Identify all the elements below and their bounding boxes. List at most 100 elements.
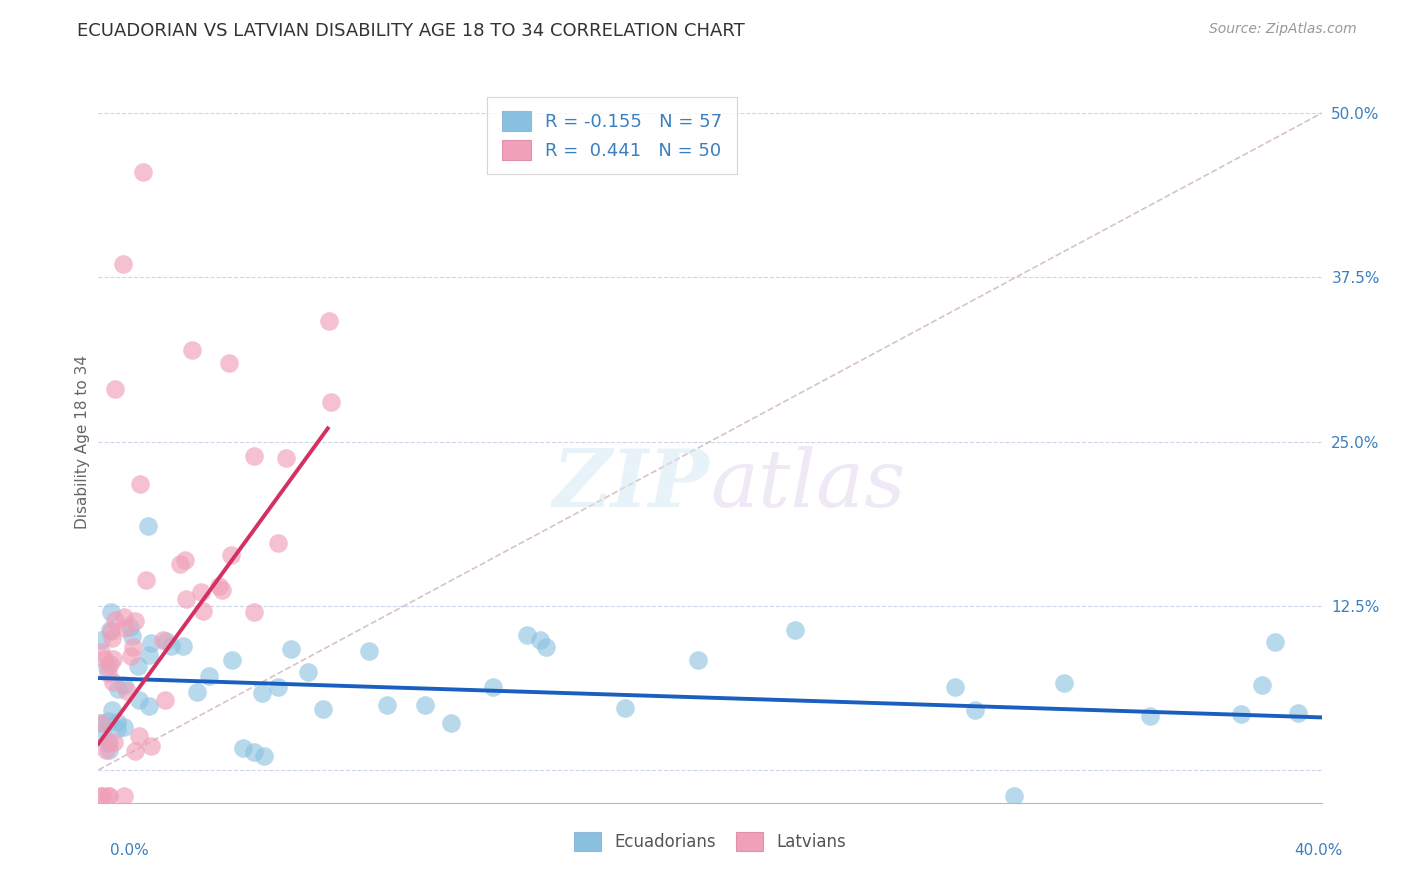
Legend: Ecuadorians, Latvians: Ecuadorians, Latvians — [567, 824, 853, 860]
Point — [1139, 708, 1161, 723]
Point — [90, 715, 112, 730]
Point — [93, 652, 115, 666]
Text: atlas: atlas — [710, 446, 905, 524]
Point — [98, 735, 121, 749]
Point — [135, 573, 157, 587]
Point — [267, 536, 290, 550]
Point — [90, 789, 112, 804]
Point — [242, 745, 264, 759]
Point — [481, 680, 503, 694]
Point — [180, 343, 202, 357]
Point — [100, 702, 122, 716]
Point — [101, 652, 124, 666]
Point — [280, 642, 302, 657]
Point — [169, 558, 191, 572]
Point — [218, 356, 240, 370]
Point — [128, 693, 150, 707]
Point — [153, 693, 176, 707]
Point — [104, 613, 127, 627]
Point — [965, 703, 987, 717]
Point — [104, 382, 127, 396]
Point — [97, 736, 120, 750]
Point — [138, 648, 160, 662]
Point — [112, 610, 135, 624]
Point — [97, 789, 120, 804]
Point — [129, 476, 152, 491]
Point — [100, 605, 122, 619]
Point — [114, 621, 136, 635]
Point — [357, 644, 380, 658]
Point — [375, 698, 398, 713]
Point — [688, 653, 710, 667]
Point — [186, 685, 208, 699]
Point — [232, 741, 254, 756]
Point — [250, 686, 273, 700]
Point — [297, 665, 319, 680]
Point — [103, 735, 125, 749]
Point — [90, 632, 112, 647]
Point — [112, 721, 135, 735]
Text: 40.0%: 40.0% — [1295, 843, 1343, 858]
Point — [100, 657, 122, 672]
Point — [139, 636, 162, 650]
Point — [174, 592, 197, 607]
Point — [98, 624, 121, 638]
Point — [440, 716, 463, 731]
Point — [1052, 675, 1074, 690]
Point — [112, 789, 135, 804]
Point — [243, 450, 266, 464]
Point — [516, 628, 538, 642]
Point — [112, 257, 135, 271]
Point — [193, 605, 215, 619]
Point — [267, 680, 290, 694]
Point — [160, 640, 183, 654]
Point — [155, 634, 177, 648]
Text: Source: ZipAtlas.com: Source: ZipAtlas.com — [1209, 22, 1357, 37]
Point — [138, 699, 160, 714]
Point — [97, 714, 120, 729]
Point — [190, 584, 212, 599]
Point — [529, 633, 551, 648]
Point — [198, 669, 221, 683]
Point — [127, 658, 149, 673]
Y-axis label: Disability Age 18 to 34: Disability Age 18 to 34 — [75, 354, 90, 529]
Point — [312, 702, 335, 716]
Point — [253, 749, 276, 764]
Point — [219, 548, 242, 562]
Point — [90, 645, 112, 659]
Point — [1230, 706, 1253, 721]
Point — [208, 579, 231, 593]
Point — [128, 730, 150, 744]
Point — [1251, 678, 1274, 692]
Point — [1264, 635, 1286, 649]
Point — [98, 743, 121, 757]
Point — [96, 660, 118, 674]
Point — [115, 683, 138, 698]
Point — [121, 630, 143, 644]
Point — [124, 614, 146, 628]
Point — [413, 698, 436, 712]
Point — [90, 725, 112, 739]
Point — [318, 314, 340, 328]
Text: 0.0%: 0.0% — [110, 843, 149, 858]
Point — [321, 395, 343, 409]
Point — [101, 675, 124, 690]
Point — [242, 605, 264, 619]
Text: ZIP: ZIP — [553, 446, 710, 524]
Point — [613, 701, 636, 715]
Point — [94, 742, 117, 756]
Point — [100, 624, 122, 639]
Point — [152, 633, 174, 648]
Point — [211, 583, 233, 598]
Point — [785, 623, 807, 637]
Point — [120, 648, 142, 663]
Point — [221, 653, 243, 667]
Point — [97, 789, 120, 804]
Point — [122, 640, 145, 655]
Point — [107, 722, 129, 736]
Point — [139, 739, 162, 754]
Point — [136, 519, 159, 533]
Point — [1286, 706, 1309, 720]
Point — [90, 716, 112, 731]
Point — [105, 715, 128, 730]
